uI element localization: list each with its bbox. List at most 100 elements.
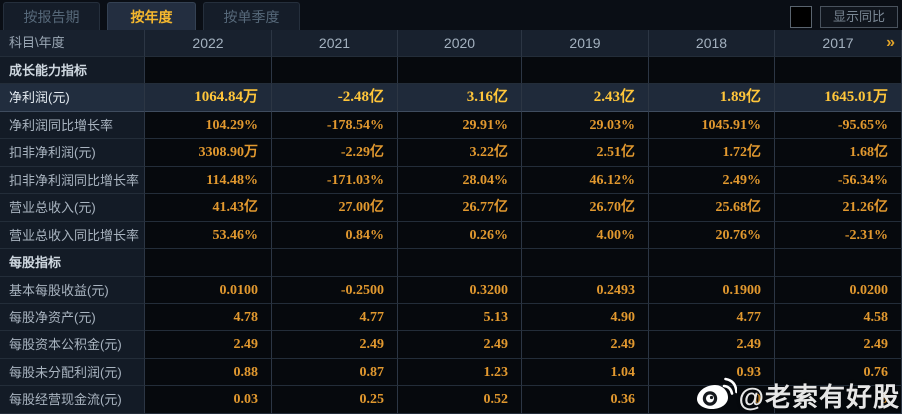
cell-value: -2.48亿 <box>272 84 398 112</box>
cell-value: 29.91% <box>398 111 522 140</box>
cell-value: 29.03% <box>522 111 649 140</box>
cell-value <box>398 249 522 277</box>
section-header-row: 每股指标 <box>0 249 902 277</box>
cell-value: 2.49 <box>272 331 398 359</box>
cell-value: -2.31% <box>775 221 902 250</box>
row-label: 营业总收入同比增长率 <box>0 221 145 250</box>
cell-value: 2.49 <box>522 331 649 359</box>
row-label: 净利润(元) <box>0 84 145 112</box>
cell-value: 0.3200 <box>398 276 522 304</box>
cell-value: 3.16亿 <box>398 84 522 112</box>
year-column-header: 2022 <box>145 30 272 57</box>
cell-value: -171.03% <box>272 166 398 195</box>
table-row[interactable]: 净利润(元) 1064.84万 -2.48亿 3.16亿 2.43亿 1.89亿 1645.… <box>0 84 902 112</box>
table-header-row: 科目\年度 2022 2021 2020 2019 2018 2017 » <box>0 30 902 57</box>
cell-value: 2.49 <box>775 331 902 359</box>
cell-value: 3.22亿 <box>398 139 522 167</box>
row-label: 基本每股收益(元) <box>0 276 145 304</box>
show-yoy-checkbox[interactable] <box>790 6 812 28</box>
cell-value: 4.77 <box>649 303 775 332</box>
year-label: 2019 <box>569 35 601 51</box>
cell-value: 27.00亿 <box>272 194 398 222</box>
cell-value: 1.23 <box>398 358 522 387</box>
cell-value: 5.13 <box>398 303 522 332</box>
cell-value: 9 <box>775 386 902 414</box>
year-column-header: 2019 <box>522 30 649 57</box>
cell-value: 20.76% <box>649 221 775 250</box>
table-row[interactable]: 扣非净利润(元) 3308.90万 -2.29亿 3.22亿 2.51亿 1.72亿 1.6… <box>0 139 902 167</box>
tab-single-quarter[interactable]: 按单季度 <box>203 2 300 30</box>
row-label: 每股未分配利润(元) <box>0 358 145 387</box>
more-years-icon[interactable]: » <box>886 34 895 51</box>
cell-value: 0.26% <box>398 221 522 250</box>
cell-value: 41.43亿 <box>145 194 272 222</box>
year-column-header: 2018 <box>649 30 775 57</box>
cell-value: 4.58 <box>775 303 902 332</box>
cell-value: 1064.84万 <box>145 84 272 112</box>
year-label: 2021 <box>318 35 351 51</box>
cell-value: 0.25 <box>272 386 398 414</box>
period-tabbar: 按报告期 按年度 按单季度 显示同比 <box>0 0 902 30</box>
row-label: 扣非净利润同比增长率 <box>0 166 145 195</box>
cell-value <box>522 249 649 277</box>
cell-value: 1.72亿 <box>649 139 775 167</box>
cell-value: 0.03 <box>145 386 272 414</box>
cell-value: 26.77亿 <box>398 194 522 222</box>
row-label: 营业总收入(元) <box>0 194 145 222</box>
year-label: 2022 <box>192 35 224 51</box>
table-row[interactable]: 净利润同比增长率 104.29% -178.54% 29.91% 29.03% 1045.… <box>0 111 902 140</box>
table-row[interactable]: 每股未分配利润(元) 0.88 0.87 1.23 1.04 0.93 0.76 <box>0 358 902 387</box>
cell-value: 53.46% <box>145 221 272 250</box>
table-row[interactable]: 扣非净利润同比增长率 114.48% -171.03% 28.04% 46.12% 2.4… <box>0 166 902 195</box>
tab-annual[interactable]: 按年度 <box>107 2 196 30</box>
cell-value: 26.70亿 <box>522 194 649 222</box>
table-row[interactable]: 营业总收入同比增长率 53.46% 0.84% 0.26% 4.00% 20.76% -2.… <box>0 221 902 250</box>
cell-value: 1045.91% <box>649 111 775 140</box>
row-label: 净利润同比增长率 <box>0 111 145 140</box>
cell-value: 1.68亿 <box>775 139 902 167</box>
cell-value: 1645.01万 <box>775 84 902 112</box>
year-label: 2017 <box>822 35 854 51</box>
cell-value: 0.1900 <box>649 276 775 304</box>
cell-value: 4.00% <box>522 221 649 250</box>
cell-value <box>145 57 272 85</box>
cell-value: 21.26亿 <box>775 194 902 222</box>
row-label: 每股经营现金流(元) <box>0 386 145 414</box>
table-row[interactable]: 每股资本公积金(元) 2.49 2.49 2.49 2.49 2.49 2.49 <box>0 331 902 359</box>
cell-value: 2.49 <box>398 331 522 359</box>
cell-value: 4.77 <box>272 303 398 332</box>
cell-value: -2.29亿 <box>272 139 398 167</box>
cell-value: 2.43亿 <box>522 84 649 112</box>
cell-value: 46.12% <box>522 166 649 195</box>
section-header-row: 成长能力指标 <box>0 57 902 85</box>
year-column-header: 2017 » <box>775 30 902 57</box>
financial-table: 科目\年度 2022 2021 2020 2019 2018 2017 » 成长能力指标 净利润(… <box>0 30 902 414</box>
cell-value: 25.68亿 <box>649 194 775 222</box>
row-label: 扣非净利润(元) <box>0 139 145 167</box>
cell-value: 0.87 <box>272 358 398 387</box>
cell-value: 28.04% <box>398 166 522 195</box>
table-row[interactable]: 基本每股收益(元) 0.0100 -0.2500 0.3200 0.2493 0.1900… <box>0 276 902 304</box>
table-row[interactable]: 每股净资产(元) 4.78 4.77 5.13 4.90 4.77 4.58 <box>0 303 902 332</box>
corner-label: 科目\年度 <box>0 30 145 57</box>
cell-value <box>398 57 522 85</box>
cell-value <box>649 57 775 85</box>
cell-value: 0 <box>649 386 775 414</box>
tab-report-period[interactable]: 按报告期 <box>3 2 100 30</box>
cell-value: 0.76 <box>775 358 902 387</box>
cell-value: 2.51亿 <box>522 139 649 167</box>
cell-value: 0.88 <box>145 358 272 387</box>
cell-value <box>522 57 649 85</box>
cell-value: 0.84% <box>272 221 398 250</box>
row-label: 每股指标 <box>0 249 145 277</box>
show-yoy-label[interactable]: 显示同比 <box>820 6 898 28</box>
cell-value: -178.54% <box>272 111 398 140</box>
cell-value: 2.49% <box>649 166 775 195</box>
year-label: 2018 <box>695 35 728 51</box>
table-row[interactable]: 每股经营现金流(元) 0.03 0.25 0.52 0.36 0 9 <box>0 386 902 414</box>
cell-value <box>649 249 775 277</box>
cell-value: 0.2493 <box>522 276 649 304</box>
table-row[interactable]: 营业总收入(元) 41.43亿 27.00亿 26.77亿 26.70亿 25.68亿 21… <box>0 194 902 222</box>
cell-value <box>272 57 398 85</box>
cell-value: 104.29% <box>145 111 272 140</box>
